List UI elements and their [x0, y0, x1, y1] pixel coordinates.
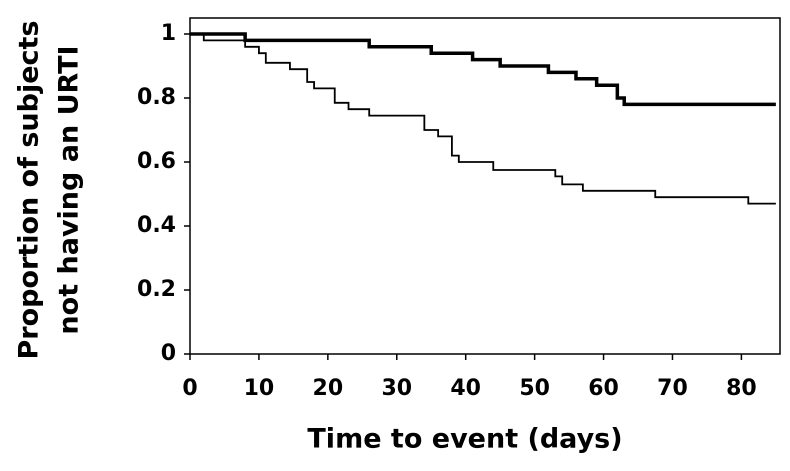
y-tick-label: 1	[161, 21, 176, 46]
survival-curve	[190, 32, 776, 107]
x-tick-label: 0	[182, 376, 197, 401]
x-tick-label: 60	[588, 376, 619, 401]
x-tick-label: 50	[519, 376, 550, 401]
x-tick-label: 20	[313, 376, 344, 401]
y-tick-label: 0.8	[137, 85, 176, 110]
survival-curve	[190, 33, 776, 205]
x-tick-label: 30	[381, 376, 412, 401]
y-axis-title: not having an URTI	[54, 45, 85, 334]
y-tick-label: 0.2	[137, 277, 176, 302]
x-tick-label: 10	[244, 376, 275, 401]
y-axis-title: Proportion of subjects	[14, 20, 45, 359]
x-tick-label: 80	[726, 376, 757, 401]
x-axis-title: Time to event (days)	[307, 424, 622, 455]
y-tick-label: 0.4	[137, 213, 176, 238]
x-tick-label: 40	[450, 376, 481, 401]
x-tick-label: 70	[657, 376, 688, 401]
plot-area	[189, 17, 781, 355]
y-tick-label: 0	[161, 341, 176, 366]
y-tick-label: 0.6	[137, 149, 176, 174]
